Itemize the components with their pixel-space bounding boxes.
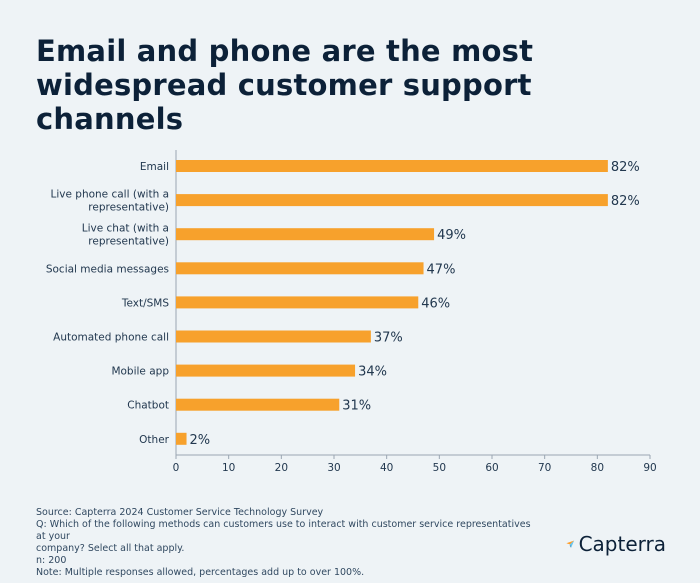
logo-text: Capterra [578, 532, 666, 556]
value-label: 31% [342, 399, 371, 414]
x-tick-label: 80 [591, 462, 604, 474]
category-label: Automated phone call [53, 332, 169, 344]
x-tick-label: 10 [222, 462, 235, 474]
category-label: Live chat (with a [82, 223, 169, 235]
x-tick-label: 30 [327, 462, 340, 474]
x-tick-labels: 0 10 20 30 40 50 60 70 80 90 [173, 455, 657, 474]
category-label: Mobile app [111, 366, 169, 378]
source-note: Source: Capterra 2024 Customer Service T… [36, 507, 324, 518]
category-label: representative) [88, 202, 169, 214]
chart-footer: Source: Capterra 2024 Customer Service T… [36, 507, 536, 579]
bar [176, 330, 371, 343]
capterra-logo: Capterra [566, 532, 666, 556]
question-note-line1: Q: Which of the following methods can cu… [36, 519, 531, 542]
category-label: representative) [88, 236, 169, 248]
capterra-arrow-icon [566, 540, 575, 548]
category-label: Text/SMS [121, 297, 169, 309]
x-tick-label: 20 [275, 462, 288, 474]
value-label: 2% [190, 433, 211, 448]
value-label: 82% [611, 160, 640, 175]
category-label: Chatbot [127, 400, 169, 412]
category-label: Social media messages [46, 263, 169, 275]
value-labels: 82% 82% 49% 47% 46% 37% 34% 31% 2% [190, 160, 640, 448]
bar [176, 398, 340, 411]
category-label: Other [139, 434, 169, 446]
sample-size-note: n: 200 [36, 555, 67, 566]
bar [176, 432, 187, 445]
chart-title: Email and phone are the most widespread … [36, 34, 534, 136]
bar [176, 296, 419, 309]
bar [176, 160, 608, 172]
x-tick-label: 40 [380, 462, 393, 474]
value-label: 34% [358, 365, 387, 380]
value-label: 37% [374, 331, 403, 346]
x-tick-label: 70 [538, 462, 551, 474]
chart-bars [176, 160, 608, 445]
bar [176, 262, 424, 275]
x-tick-label: 50 [433, 462, 446, 474]
x-tick-label: 0 [173, 462, 180, 474]
bar [176, 364, 356, 377]
bar [176, 228, 435, 241]
x-tick-label: 60 [485, 462, 498, 474]
bar [176, 194, 608, 207]
value-label: 82% [611, 194, 640, 209]
value-label: 47% [427, 262, 456, 277]
category-label: Live phone call (with a [51, 189, 170, 201]
value-label: 46% [421, 296, 450, 311]
multiple-responses-note: Note: Multiple responses allowed, percen… [36, 567, 365, 578]
value-label: 49% [437, 228, 466, 243]
category-label: Email [140, 161, 169, 173]
x-tick-label: 90 [643, 462, 656, 474]
question-note-line2: company? Select all that apply. [36, 543, 185, 554]
